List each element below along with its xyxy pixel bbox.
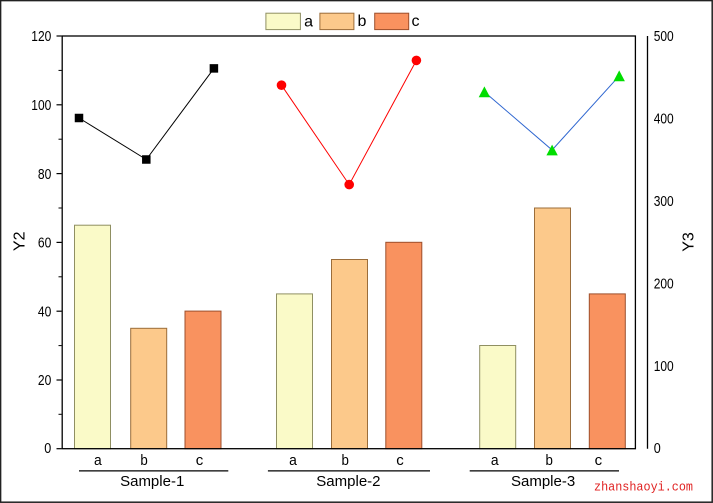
svg-text:0: 0: [44, 441, 51, 457]
svg-text:Y3: Y3: [681, 232, 698, 252]
svg-text:c: c: [595, 452, 603, 469]
svg-text:zhanshaoyi.com: zhanshaoyi.com: [594, 480, 693, 495]
svg-text:300: 300: [654, 194, 674, 210]
svg-text:100: 100: [654, 359, 674, 375]
svg-text:a: a: [491, 452, 499, 469]
svg-text:80: 80: [38, 167, 51, 183]
svg-text:200: 200: [654, 277, 674, 293]
svg-text:b: b: [357, 13, 366, 30]
svg-text:400: 400: [654, 112, 674, 128]
svg-text:a: a: [289, 452, 297, 469]
svg-text:0: 0: [654, 441, 661, 457]
svg-text:c: c: [196, 452, 204, 469]
svg-text:Sample-2: Sample-2: [316, 473, 380, 490]
svg-text:b: b: [546, 452, 553, 469]
svg-text:500: 500: [654, 29, 674, 45]
svg-text:100: 100: [31, 98, 51, 114]
svg-text:a: a: [94, 452, 102, 469]
svg-text:20: 20: [38, 373, 51, 389]
svg-text:Sample-1: Sample-1: [120, 473, 184, 490]
svg-text:Y2: Y2: [12, 231, 29, 251]
svg-text:a: a: [304, 13, 313, 30]
svg-text:b: b: [342, 452, 349, 469]
svg-text:40: 40: [38, 304, 51, 320]
svg-text:60: 60: [38, 236, 51, 252]
svg-text:Sample-3: Sample-3: [511, 473, 575, 490]
svg-text:c: c: [396, 452, 404, 469]
svg-text:b: b: [140, 452, 147, 469]
svg-text:120: 120: [31, 29, 51, 45]
svg-text:c: c: [412, 13, 420, 30]
